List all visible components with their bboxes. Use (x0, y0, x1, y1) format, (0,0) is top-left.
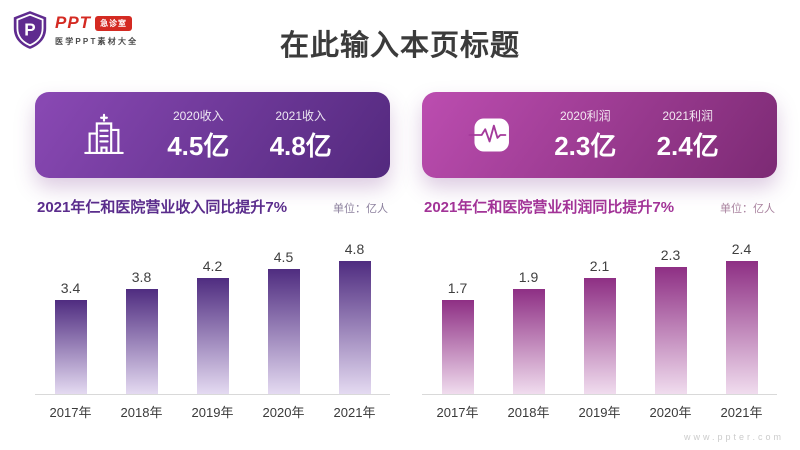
category-label: 2020年 (262, 405, 305, 420)
bar (54, 300, 87, 394)
revenue-unit-label: 单位：亿人 (333, 203, 388, 215)
category-label: 2019年 (191, 405, 234, 420)
heartbeat-monitor-icon (468, 118, 509, 152)
stat-profit-2021: 2021利润 2.4亿 (657, 107, 719, 163)
stat-value: 2.3亿 (554, 131, 617, 161)
revenue-chart-subtitle: 2021年仁和医院营业收入同比提升7% (37, 199, 288, 216)
shield-logo-icon: P (13, 11, 47, 49)
bar-value-label: 3.8 (131, 269, 152, 285)
profit-chart-subtitle: 2021年仁和医院营业利润同比提升7% (424, 199, 675, 216)
category-label: 2021年 (720, 405, 763, 420)
category-label: 2021年 (333, 405, 376, 420)
bar-value-label: 2.3 (660, 247, 681, 263)
bar-column: 3.4 (35, 280, 106, 394)
profit-unit-label: 单位：亿人 (720, 203, 775, 215)
category-label: 2018年 (507, 405, 550, 420)
stat-value: 4.5亿 (167, 131, 230, 161)
brand-name: PPT (55, 13, 92, 32)
category-label: 2017年 (436, 405, 479, 420)
bar-value-label: 1.9 (518, 269, 539, 285)
hospital-building-icon (84, 113, 124, 155)
chart-plot-area: 3.4 3.8 4.2 4.5 4.8 (35, 237, 390, 395)
stat-revenue-2021: 2021收入 4.8亿 (270, 107, 332, 163)
bar-value-label: 4.2 (202, 258, 223, 274)
stat-label: 2020收入 (172, 109, 224, 123)
revenue-section: 2020收入 4.5亿 2021收入 4.8亿 2021年仁和医院营业收入同比提… (35, 92, 390, 421)
bar-column: 4.5 (248, 249, 319, 394)
brand-tagline: 医学PPT素材大全 (55, 37, 139, 46)
bar (267, 269, 300, 394)
stat-profit-2020: 2020利润 2.3亿 (554, 107, 616, 163)
bar (583, 278, 616, 394)
bar-column: 3.8 (106, 269, 177, 394)
bar-column: 2.1 (564, 258, 635, 394)
profit-stat-card: 2020利润 2.3亿 2021利润 2.4亿 (422, 92, 777, 178)
bar (441, 300, 474, 394)
profit-bar-chart: 1.7 1.9 2.1 2.3 2.4 2017年 2018年 2019年 2020年 2021年 (422, 237, 777, 421)
category-label: 2017年 (49, 405, 92, 420)
bar (125, 289, 158, 394)
bar-column: 1.7 (422, 280, 493, 394)
content-columns: 2020收入 4.5亿 2021收入 4.8亿 2021年仁和医院营业收入同比提… (0, 92, 800, 421)
stat-label: 2020利润 (559, 109, 611, 123)
page-title: 在此输入本页标题 (279, 30, 520, 62)
stat-label: 2021利润 (662, 109, 714, 123)
bar (512, 289, 545, 394)
brand-badge: 急诊室 (95, 15, 133, 31)
bar (654, 267, 687, 394)
bar (725, 261, 758, 394)
bar-value-label: 3.4 (60, 280, 81, 296)
bar-value-label: 2.4 (731, 241, 752, 257)
bar (338, 261, 371, 394)
chart-category-axis: 2017年 2018年 2019年 2020年 2021年 (422, 402, 777, 421)
shield-letter: P (24, 20, 35, 39)
chart-category-axis: 2017年 2018年 2019年 2020年 2021年 (35, 402, 390, 421)
revenue-stat-card: 2020收入 4.5亿 2021收入 4.8亿 (35, 92, 390, 178)
category-label: 2018年 (120, 405, 163, 420)
bar-value-label: 2.1 (589, 258, 610, 274)
bar-value-label: 4.5 (273, 249, 294, 265)
revenue-bar-chart: 3.4 3.8 4.2 4.5 4.8 2017年 2018年 2019年 2020年 2021年 (35, 237, 390, 421)
stat-label: 2021收入 (275, 109, 327, 123)
bar-column: 2.4 (706, 241, 777, 394)
bar-column: 1.9 (493, 269, 564, 394)
chart-plot-area: 1.7 1.9 2.1 2.3 2.4 (422, 237, 777, 395)
bar-column: 4.2 (177, 258, 248, 394)
stat-revenue-2020: 2020收入 4.5亿 (167, 107, 229, 163)
category-label: 2019年 (578, 405, 621, 420)
bar-column: 4.8 (319, 241, 390, 394)
bar (196, 278, 229, 394)
logo: P PPT 急诊室 医学PPT素材大全 (12, 10, 138, 50)
stat-value: 2.4亿 (656, 131, 719, 161)
category-label: 2020年 (649, 405, 692, 420)
bar-value-label: 4.8 (344, 241, 365, 257)
profit-section: 2020利润 2.3亿 2021利润 2.4亿 2021年仁和医院营业利润同比提… (422, 92, 777, 421)
watermark: www.ppter.com (683, 432, 784, 442)
bar-value-label: 1.7 (447, 280, 468, 296)
bar-column: 2.3 (635, 247, 706, 394)
stat-value: 4.8亿 (269, 131, 332, 161)
